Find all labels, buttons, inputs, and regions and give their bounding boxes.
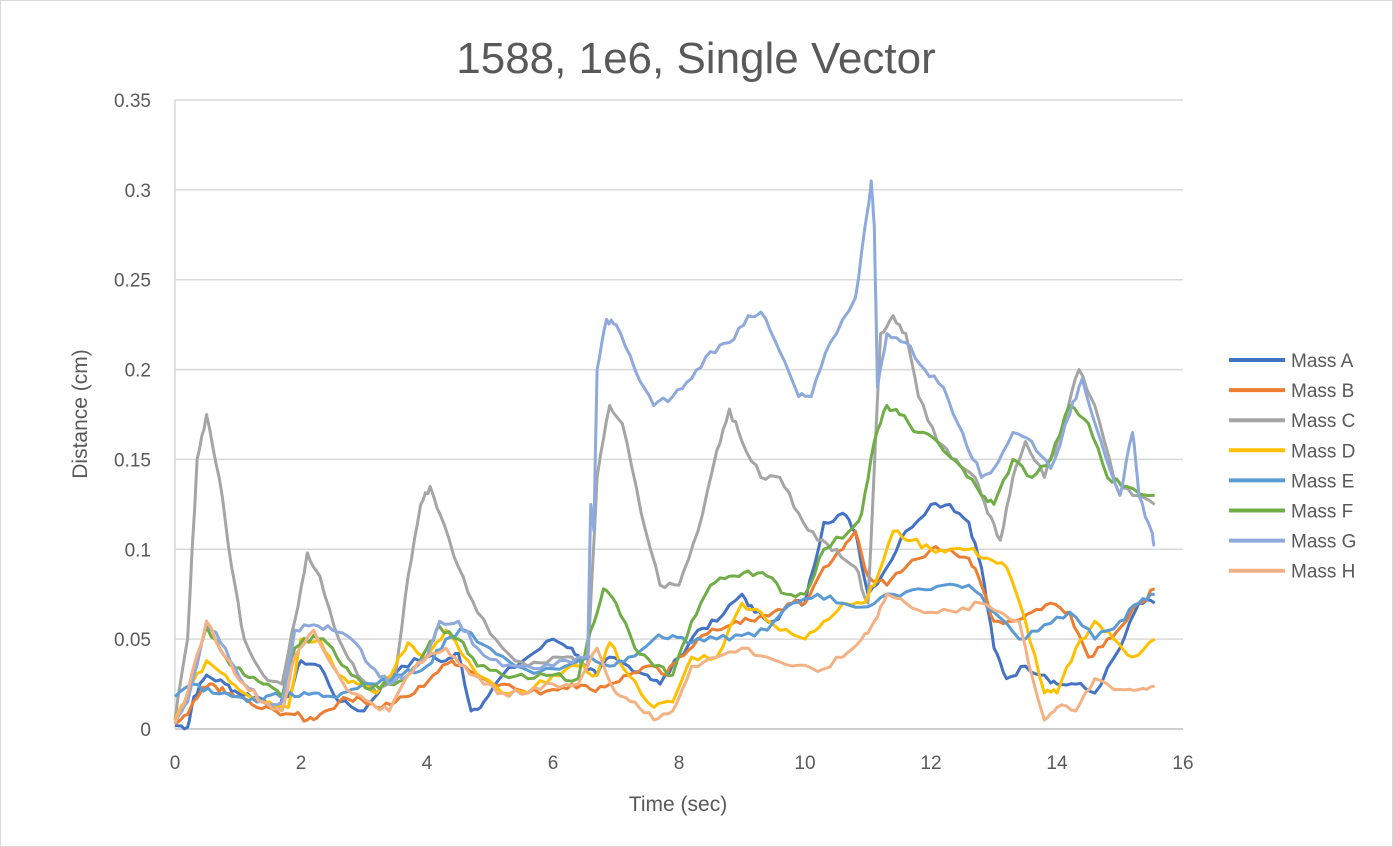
y-tick-label: 0.2 (125, 361, 151, 382)
y-tick-label: 0.1 (125, 540, 151, 561)
y-tick-label: 0.15 (114, 450, 151, 471)
y-tick-label: 0 (140, 720, 151, 741)
legend-label: Mass C (1291, 411, 1355, 432)
legend-label: Mass F (1291, 502, 1353, 523)
plot-series (173, 179, 1156, 731)
series-line-mass-e (173, 582, 1155, 704)
y-tick-label: 0.35 (114, 91, 151, 112)
x-tick-label: 14 (1046, 753, 1068, 774)
x-tick-label: 6 (548, 753, 559, 774)
y-axis-title: Distance (cm) (69, 349, 92, 479)
x-tick-label: 10 (794, 753, 815, 774)
y-axis-ticks: 0 0.05 0.1 0.15 0.2 0.25 0.3 0.35 (114, 91, 151, 741)
gridlines (174, 99, 1183, 730)
x-axis-ticks: 0 2 4 6 8 10 12 14 16 (170, 753, 1194, 774)
x-tick-label: 2 (296, 753, 307, 774)
series-line-mass-f (173, 404, 1155, 725)
series-line-mass-c (173, 314, 1156, 721)
legend-label: Mass G (1291, 532, 1356, 553)
legend-label: Mass B (1291, 381, 1354, 402)
series-line-mass-g (173, 179, 1156, 725)
y-tick-label: 0.25 (114, 271, 151, 292)
legend-label: Mass E (1291, 471, 1354, 492)
x-axis-title: Time (sec) (629, 793, 727, 816)
legend-label: Mass H (1291, 562, 1355, 583)
x-tick-label: 12 (920, 753, 941, 774)
chart-title: 1588, 1e6, Single Vector (456, 34, 935, 83)
legend: Mass A Mass B Mass C Mass D Mass E Mass F Mass… (1229, 351, 1356, 583)
x-tick-label: 8 (674, 753, 685, 774)
y-tick-label: 0.05 (114, 630, 151, 651)
series-line-mass-h (173, 592, 1156, 725)
series-line-mass-d (173, 529, 1156, 721)
y-tick-label: 0.3 (125, 181, 151, 202)
legend-label: Mass A (1291, 351, 1354, 372)
x-tick-label: 4 (422, 753, 433, 774)
x-tick-label: 0 (170, 753, 181, 774)
x-tick-label: 16 (1172, 753, 1193, 774)
legend-label: Mass D (1291, 441, 1355, 462)
